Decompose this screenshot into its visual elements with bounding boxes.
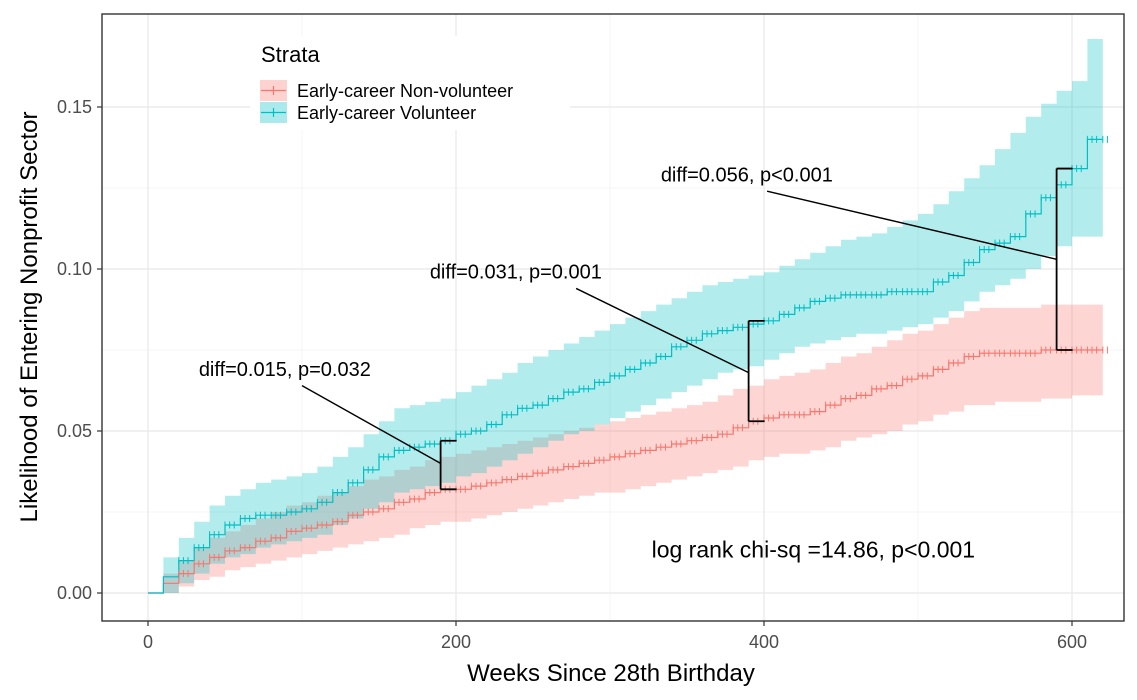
confidence-band-non-volunteer xyxy=(148,304,1103,593)
legend-title: Strata xyxy=(261,42,320,67)
censor-marks xyxy=(178,135,1108,578)
x-axis-title: Weeks Since 28th Birthday xyxy=(467,660,755,687)
diff-pointer-line xyxy=(766,190,1057,260)
legend: Strata Early-career Non-volunteer Early-… xyxy=(250,36,570,130)
confidence-bands xyxy=(148,39,1103,593)
y-tick-label: 0.00 xyxy=(57,583,92,603)
legend-key-non-volunteer xyxy=(260,80,287,101)
x-axis-ticks: 0 200 400 600 xyxy=(143,621,1087,652)
y-tick-label: 0.10 xyxy=(57,259,92,279)
y-axis-title: Likelihood of Entering Nonprofit Sector xyxy=(16,112,43,523)
diff-annotation-label: diff=0.015, p=0.032 xyxy=(199,359,371,381)
x-tick-label: 0 xyxy=(143,632,153,652)
diff-pointer-line xyxy=(575,287,749,374)
x-tick-label: 400 xyxy=(749,632,779,652)
legend-label-non-volunteer: Early-career Non-volunteer xyxy=(297,81,513,101)
y-tick-label: 0.05 xyxy=(57,421,92,441)
legend-background xyxy=(250,36,570,130)
x-tick-label: 600 xyxy=(1057,632,1087,652)
difference-annotations: diff=0.015, p=0.032 diff=0.031, p=0.001 di… xyxy=(199,165,1073,562)
y-axis-ticks: 0.00 0.05 0.10 0.15 xyxy=(57,97,102,603)
legend-label-volunteer: Early-career Volunteer xyxy=(297,103,476,123)
legend-key-volunteer xyxy=(260,102,287,123)
diff-annotation-label: diff=0.031, p=0.001 xyxy=(430,262,602,284)
panel-border xyxy=(101,13,1125,622)
log-rank-annotation: log rank chi-sq =14.86, p<0.001 xyxy=(652,536,976,562)
diff-pointer-line xyxy=(301,385,441,465)
confidence-band-volunteer xyxy=(148,39,1103,593)
y-tick-label: 0.15 xyxy=(57,97,92,117)
x-tick-label: 200 xyxy=(441,632,471,652)
diff-annotation-label: diff=0.056, p<0.001 xyxy=(661,165,833,187)
